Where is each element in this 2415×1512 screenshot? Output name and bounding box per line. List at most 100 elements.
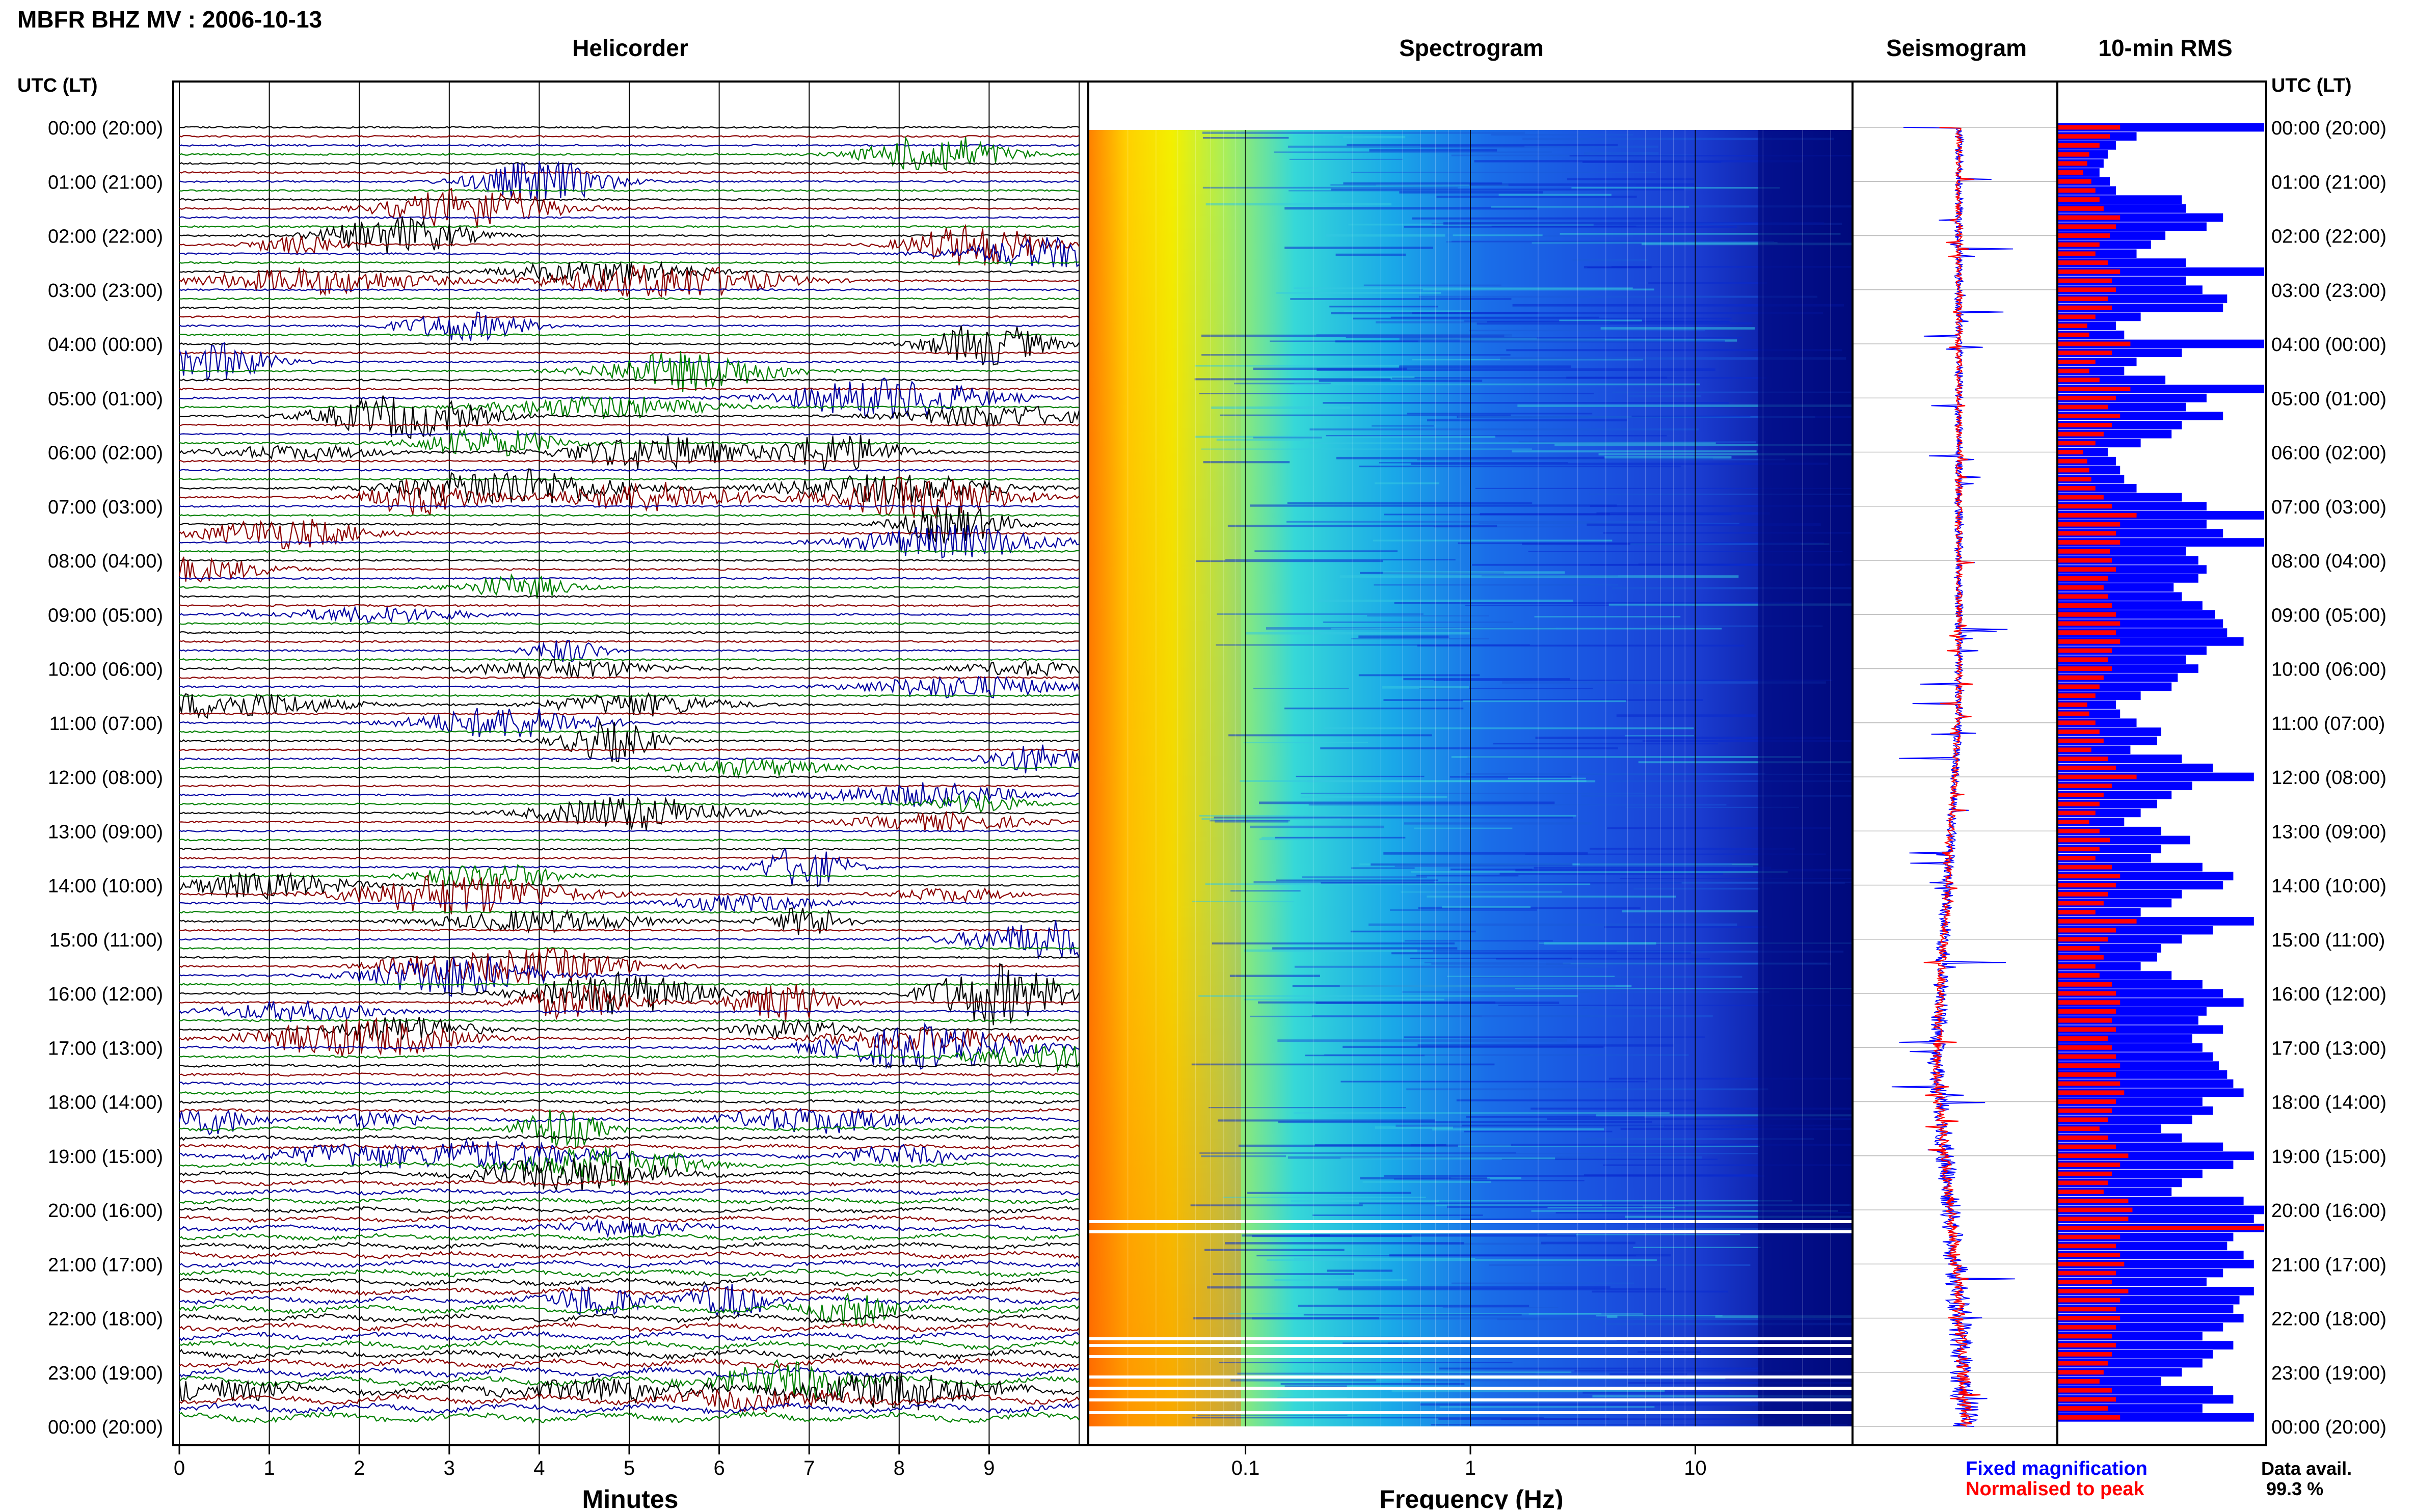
- helicorder-trace-row: [179, 758, 1080, 779]
- rms-bar-normalised: [2058, 946, 2100, 951]
- helicorder-trace-row: [179, 1358, 1080, 1369]
- spectrogram-streak: [1401, 891, 1562, 893]
- spectrogram-streak: [1303, 1314, 1522, 1316]
- helicorder-trace-row: [178, 556, 1080, 583]
- spectrogram-streak: [1612, 391, 1853, 393]
- time-label-left: 02:00 (22:00): [48, 226, 163, 248]
- rms-bar-normalised: [2058, 296, 2108, 301]
- rms-bar-normalised: [2058, 1343, 2116, 1348]
- spectrogram-streak: [1217, 613, 1424, 615]
- spectrogram-streak: [1351, 638, 1489, 640]
- spectrogram-streak: [1602, 1204, 1853, 1206]
- spectrogram-streak: [1339, 575, 1739, 578]
- rms-bar-normalised: [2058, 1298, 2121, 1303]
- helicorder-trace-row: [179, 1389, 1080, 1413]
- rms-bar-normalised: [2058, 1288, 2129, 1293]
- helicorder-trace-row: [179, 793, 1080, 814]
- helicorder-trace-row: [179, 1081, 1080, 1086]
- helicorder-trace-row: [179, 847, 1080, 851]
- spectrogram-streak: [1423, 288, 1654, 291]
- spectrogram-streak: [1462, 700, 1626, 703]
- helicorder-trace-row: [179, 427, 1080, 456]
- helicorder-trace-row: [179, 1411, 1080, 1424]
- spectrogram-streak: [1335, 253, 1406, 256]
- helicorder-trace-row: [179, 171, 1080, 174]
- helicorder-trace-row: [179, 161, 1080, 165]
- spectrogram-streak: [1613, 205, 1853, 208]
- spectrogram-streak: [1327, 1270, 1393, 1272]
- spectrogram-streak: [1592, 1290, 1728, 1293]
- helicorder-trace-row: [179, 811, 1080, 832]
- helicorder-trace-row: [179, 956, 1080, 997]
- spectrogram-streak: [1373, 539, 1613, 542]
- spectrogram-streak: [1499, 873, 1723, 875]
- rms-bar-normalised: [2058, 422, 2112, 427]
- time-label-left: 23:00 (19:00): [48, 1363, 163, 1384]
- rms-bar-normalised: [2058, 404, 2108, 410]
- spectrogram-streak: [1343, 1342, 1409, 1344]
- rms-bar-normalised: [2058, 675, 2104, 680]
- time-label-right: 05:00 (01:00): [2271, 388, 2386, 410]
- helicorder-trace-row: [179, 189, 1080, 192]
- spectrogram-streak: [1648, 282, 1767, 284]
- rms-title: 10-min RMS: [2098, 35, 2232, 61]
- helicorder-trace-row: [179, 1292, 1080, 1328]
- spectrogram-streak: [1199, 393, 1594, 394]
- spectrogram-streak: [1508, 777, 1586, 779]
- spectrogram-streak: [1301, 796, 1447, 798]
- spectrogram-streak: [1572, 259, 1648, 261]
- rms-bar-normalised: [2058, 152, 2089, 157]
- spectrogram-streak: [1512, 304, 1844, 307]
- rms-bar-normalised: [2058, 531, 2116, 536]
- spectrogram-streak: [1250, 825, 1384, 828]
- spectrogram-streak: [1192, 901, 1295, 903]
- helicorder-trace-row: [179, 1241, 1080, 1251]
- time-label-left: 20:00 (16:00): [48, 1200, 163, 1222]
- helicorder-trace-row: [179, 351, 1080, 392]
- spectrogram-streak: [1417, 644, 1745, 647]
- helicorder-trace-row: [179, 796, 1080, 831]
- time-label-right: 22:00 (18:00): [2271, 1309, 2386, 1330]
- rms-bar-normalised: [2058, 332, 2089, 337]
- spectrogram-streak: [1522, 138, 1834, 141]
- rms-bar-normalised: [2058, 1325, 2116, 1330]
- page-title: MBFR BHZ MV : 2006-10-13: [17, 6, 322, 33]
- spectrogram-streak: [1584, 265, 1652, 268]
- spectrogram-streak: [1469, 330, 1705, 332]
- helicorder-trace-row: [179, 640, 1080, 643]
- spectrogram-streak: [1399, 191, 1543, 194]
- spectrogram-streak: [1258, 801, 1555, 804]
- spectrogram-streak: [1277, 1397, 1347, 1399]
- helicorder-trace-row: [179, 1277, 1080, 1287]
- rms-bar-normalised: [2058, 1018, 2112, 1023]
- spectrogram-streak: [1211, 406, 1350, 409]
- spectrogram-streak: [1406, 1088, 1768, 1091]
- rms-bar-normalised: [2058, 639, 2121, 644]
- spectrogram-streak: [1439, 1367, 1758, 1370]
- rms-bar-normalised: [2058, 224, 2116, 229]
- time-label-right: 08:00 (04:00): [2271, 551, 2386, 572]
- helicorder-trace-row: [179, 423, 1080, 427]
- minute-tick-label: 2: [354, 1457, 365, 1479]
- rms-bar-normalised: [2058, 1135, 2108, 1140]
- helicorder-trace-row: [179, 476, 1080, 520]
- helicorder-trace-row: [179, 1284, 1080, 1318]
- spectrogram-streak: [1239, 780, 1587, 782]
- spectrogram-streak: [1274, 151, 1552, 153]
- helicorder-trace-row: [179, 333, 1080, 337]
- rms-bar-normalised: [2058, 883, 2116, 887]
- rms-bar-normalised: [2058, 143, 2100, 148]
- spectrogram-streak: [1284, 247, 1433, 249]
- rms-bar-normalised: [2058, 305, 2112, 310]
- spectrogram-streak: [1317, 368, 1715, 371]
- helicorder-trace-row: [179, 160, 1080, 200]
- spectrogram-streak: [1432, 1128, 1604, 1131]
- spectrogram-streak: [1465, 605, 1693, 606]
- rms-bar-normalised: [2058, 1198, 2129, 1203]
- time-label-right: 16:00 (12:00): [2271, 984, 2386, 1005]
- spectrogram-streak: [1198, 995, 1578, 997]
- spectrogram-x-axis: 0.1 1 10: [1231, 1445, 1707, 1479]
- spectrogram-streak: [1579, 862, 1732, 865]
- spectrogram-streak: [1195, 436, 1495, 438]
- spectrogram-streak: [1259, 838, 1326, 841]
